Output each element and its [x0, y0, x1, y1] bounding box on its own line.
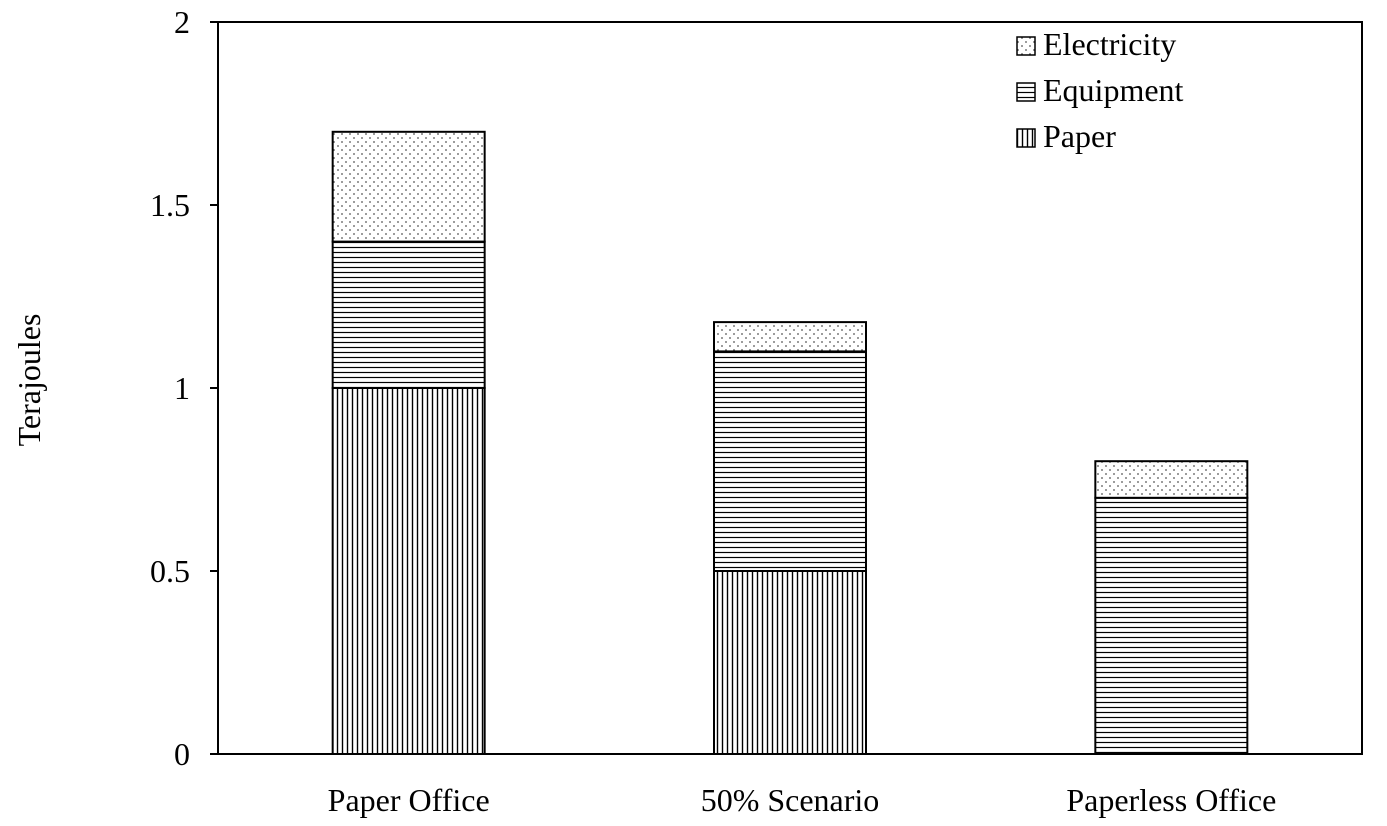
legend: Electricity Equipment Paper: [1016, 26, 1184, 154]
bar-paper-office-electricity: [331, 130, 486, 243]
y-axis-title: Terajoules: [11, 314, 47, 447]
y-tick-label: 0.5: [150, 553, 190, 589]
bar-50-scenario-electricity: [713, 321, 867, 353]
legend-label-electricity: Electricity: [1043, 26, 1176, 62]
y-tick-label: 1: [174, 370, 190, 406]
x-tick-label: Paperless Office: [1066, 782, 1276, 818]
bars: [331, 130, 1249, 755]
legend-label-paper: Paper: [1043, 118, 1116, 154]
bar-paperless-office-equipment: [1094, 496, 1249, 755]
bar-50-scenario-paper: [713, 570, 867, 755]
legend-label-equipment: Equipment: [1043, 72, 1184, 108]
x-axis-labels: Paper Office 50% Scenario Paperless Office: [328, 782, 1277, 818]
legend-swatch-equipment: [1016, 82, 1036, 102]
y-tick-label: 1.5: [150, 187, 190, 223]
x-tick-label: 50% Scenario: [701, 782, 880, 818]
legend-swatch-electricity: [1016, 36, 1036, 56]
y-tick-label: 2: [174, 4, 190, 40]
bar-paper-office-equipment: [331, 240, 486, 389]
y-tick-label: 0: [174, 736, 190, 772]
bar-50-scenario-equipment: [713, 350, 867, 572]
bar-paperless-office-electricity: [1094, 460, 1249, 499]
legend-swatch-paper: [1016, 128, 1036, 148]
bar-paper-office-paper: [331, 387, 486, 755]
y-axis-ticks: 0 0.5 1 1.5 2: [150, 4, 218, 772]
x-tick-label: Paper Office: [328, 782, 490, 818]
